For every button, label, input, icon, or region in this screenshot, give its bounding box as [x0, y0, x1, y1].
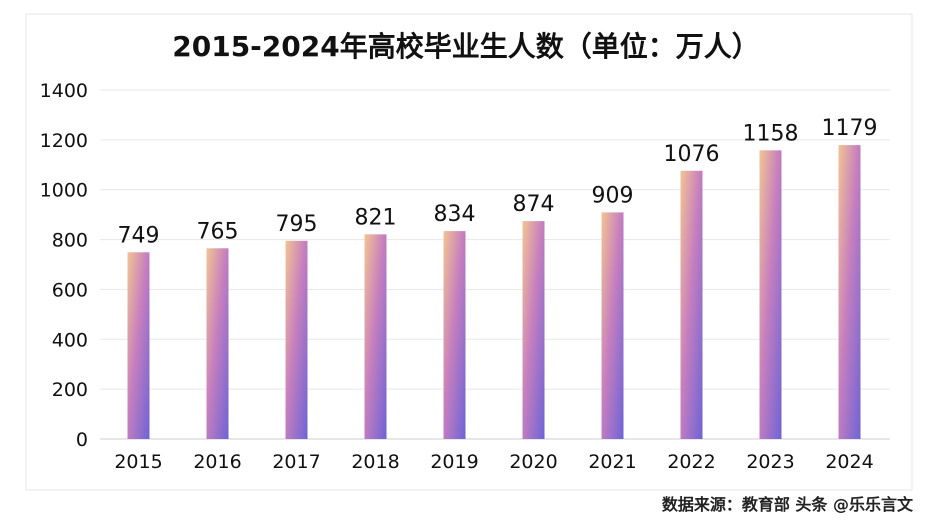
data-label-2017: 795 [276, 212, 318, 237]
y-tick-label: 1200 [40, 130, 88, 152]
bar-2022 [680, 170, 703, 440]
x-tick-label-2015: 2015 [114, 451, 162, 473]
y-tick-label: 1400 [40, 80, 88, 102]
chart-frame [25, 13, 913, 491]
data-label-2023: 1158 [743, 121, 799, 146]
bar-2017 [285, 240, 308, 439]
gridlines [100, 89, 890, 440]
x-tick-label-2018: 2018 [351, 451, 399, 473]
bars [127, 145, 861, 440]
x-tick-label-2020: 2020 [509, 451, 557, 473]
y-tick-label: 1000 [40, 180, 88, 202]
y-tick-label: 800 [52, 230, 88, 252]
bar-2020 [522, 221, 545, 439]
bar-2018 [364, 234, 387, 439]
bar-2015 [127, 252, 150, 439]
chart-title: 2015-2024年高校毕业生人数（单位：万人） [172, 30, 759, 63]
x-tick-label-2019: 2019 [430, 451, 478, 473]
y-axis-ticks: 0 200 400 600 800 1000 1200 1400 [40, 80, 88, 451]
x-axis-ticks: 2015 2016 2017 2018 2019 2020 2021 2022 2023 2024 [114, 451, 873, 473]
x-tick-label-2022: 2022 [667, 451, 715, 473]
bar-2021 [601, 212, 624, 439]
x-tick-label-2023: 2023 [746, 451, 794, 473]
x-tick-label-2016: 2016 [193, 451, 241, 473]
x-tick-label-2021: 2021 [588, 451, 636, 473]
x-tick-label-2024: 2024 [825, 451, 873, 473]
y-tick-label: 0 [76, 429, 88, 451]
data-label-2015: 749 [118, 223, 160, 248]
bar-2024 [838, 145, 861, 439]
y-tick-label: 200 [52, 379, 88, 401]
data-labels: 749 765 795 821 834 874 909 1076 1158 1179 [118, 116, 878, 248]
y-tick-label: 400 [52, 329, 88, 351]
data-label-2019: 834 [434, 202, 476, 227]
data-label-2016: 765 [197, 219, 239, 244]
data-label-2021: 909 [592, 183, 634, 208]
y-tick-label: 600 [52, 279, 88, 301]
data-label-2022: 1076 [664, 142, 720, 167]
bar-2023 [759, 150, 782, 439]
data-label-2024: 1179 [822, 116, 878, 141]
data-label-2018: 821 [355, 205, 397, 230]
x-tick-label-2017: 2017 [272, 451, 320, 473]
watermark-text: 数据来源：教育部 头条 @乐乐言文 [662, 495, 914, 514]
data-label-2020: 874 [513, 192, 555, 217]
bar-2019 [443, 231, 466, 439]
bar-2016 [206, 248, 229, 439]
